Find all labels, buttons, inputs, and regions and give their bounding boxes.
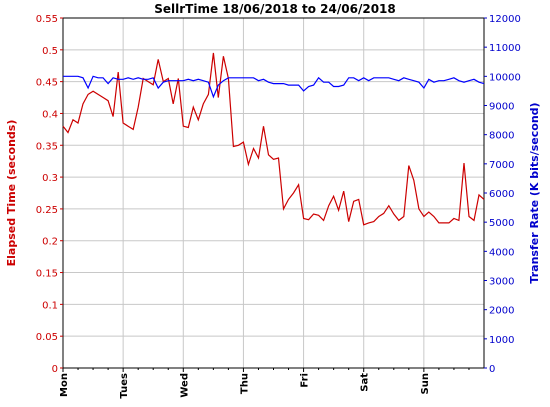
y2-tick-label: 8000 <box>489 131 514 142</box>
y-tick-label: 0.15 <box>36 269 58 280</box>
y-tick-label: 0.45 <box>36 78 58 89</box>
x-tick-label: Mon <box>59 373 70 397</box>
y-axis: 0 0.05 0.1 0.15 0.2 0.25 0.3 0.35 0.4 0.45 0.5 0.55 <box>36 14 63 375</box>
x-tick-label: Thu <box>239 373 250 394</box>
y2-tick-label: 7000 <box>489 160 514 171</box>
y-tick-label: 0 <box>52 364 58 375</box>
series-group <box>62 52 485 226</box>
y2-tick-label: 10000 <box>489 72 521 83</box>
y-axis-label: Elapsed Time (seconds) <box>5 120 18 267</box>
grid <box>63 18 484 368</box>
y-tick-label: 0.25 <box>36 205 58 216</box>
y2-axis-label: Transfer Rate (K bits/second) <box>528 102 541 283</box>
y2-tick-label: 9000 <box>489 102 514 113</box>
y2-tick-label: 5000 <box>489 218 514 229</box>
y-tick-label: 0.4 <box>42 109 58 120</box>
x-tick-label: Sun <box>420 373 431 394</box>
x-tick-label: Wed <box>179 373 190 398</box>
y-tick-label: 0.35 <box>36 141 58 152</box>
y2-tick-label: 6000 <box>489 189 514 200</box>
transfer-rate-line <box>63 75 485 99</box>
y-tick-label: 0.3 <box>42 173 58 184</box>
y-tick-label: 0.1 <box>42 300 58 311</box>
plot-area <box>62 17 485 369</box>
y2-tick-label: 11000 <box>489 43 521 54</box>
y-tick-label: 0.2 <box>42 237 58 248</box>
x-tick-label: Tues <box>119 373 130 399</box>
y2-tick-label: 3000 <box>489 277 514 288</box>
y2-tick-label: 12000 <box>489 14 521 25</box>
x-tick-label: Fri <box>300 373 311 388</box>
x-tick-label: Sat <box>360 373 371 392</box>
y-tick-label: 0.05 <box>36 332 58 343</box>
y2-tick-label: 4000 <box>489 247 514 258</box>
y-tick-label: 0.5 <box>42 46 58 57</box>
y2-tick-label: 0 <box>489 364 495 375</box>
chart-title: SellrTime 18/06/2018 to 24/06/2018 <box>154 2 396 16</box>
elapsed-time-line <box>62 52 485 226</box>
y2-tick-label: 2000 <box>489 306 514 317</box>
y2-tick-label: 1000 <box>489 335 514 346</box>
y-tick-label: 0.55 <box>36 14 58 25</box>
x-axis: Mon Tues Wed Thu Fri Sat Sun <box>59 368 470 399</box>
y2-axis: 0 1000 2000 3000 4000 5000 6000 7000 8000 9000 100… <box>484 14 521 375</box>
